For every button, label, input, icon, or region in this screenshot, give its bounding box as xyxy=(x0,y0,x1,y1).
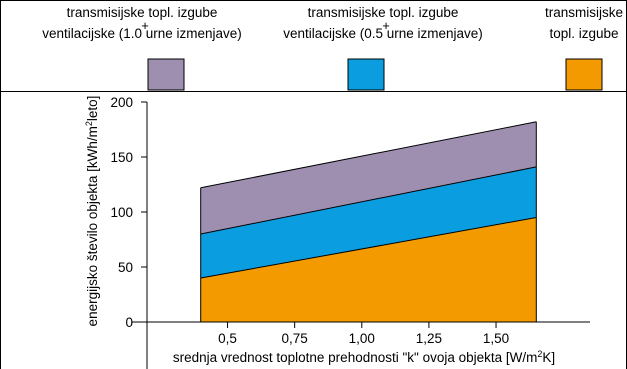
x-tick-label: 1,50 xyxy=(483,331,509,346)
legend-1-line2: ventilacijske (1.0 urne izmenjave) xyxy=(42,26,242,41)
x-tick-label: 0,5 xyxy=(218,331,237,346)
y-tick-label: 50 xyxy=(118,260,133,275)
axes xyxy=(132,102,590,369)
series-line-3 xyxy=(200,121,537,189)
legend-1-line1: transmisijske topl. izgube xyxy=(67,5,218,20)
y-axis-title: energijsko število objekta [kWh/m2leto] xyxy=(84,96,100,327)
legend-2-line2: ventilacijske (0.5 urne izmenjave) xyxy=(283,26,483,41)
legend: transmisijske topl. izgube ventilacijske… xyxy=(42,5,623,91)
area-series-1 xyxy=(200,217,537,322)
x-tick-label: 0,75 xyxy=(282,331,308,346)
x-tick-label: 1,25 xyxy=(416,331,442,346)
y-tick-label: 0 xyxy=(125,315,133,330)
legend-2-swatch xyxy=(347,58,385,91)
y-tick-label: 150 xyxy=(110,150,133,165)
y-tick-label: 200 xyxy=(110,95,133,110)
legend-3-swatch xyxy=(565,58,603,91)
tick-marks xyxy=(141,101,497,328)
legend-3-line1: transmisijske xyxy=(545,5,623,20)
legend-1-plus: + xyxy=(141,18,149,33)
tick-labels: 0 50 100 150 200 0,5 0,75 1,00 1,25 1,50 xyxy=(110,95,509,346)
x-axis-title: srednja vrednost toplotne prehodnosti "k… xyxy=(173,349,555,365)
legend-3-line2: topl. izgube xyxy=(549,26,618,41)
legend-2-plus: + xyxy=(382,18,390,33)
series-areas xyxy=(200,121,537,322)
legend-1-swatch xyxy=(147,58,185,91)
y-tick-label: 100 xyxy=(110,205,133,220)
legend-2-line1: transmisijske topl. izgube xyxy=(308,5,459,20)
area-series-3 xyxy=(200,121,537,234)
x-tick-label: 1,00 xyxy=(349,331,375,346)
series-line-2 xyxy=(200,166,537,235)
area-series-2 xyxy=(200,166,537,278)
series-line-1 xyxy=(200,217,537,279)
